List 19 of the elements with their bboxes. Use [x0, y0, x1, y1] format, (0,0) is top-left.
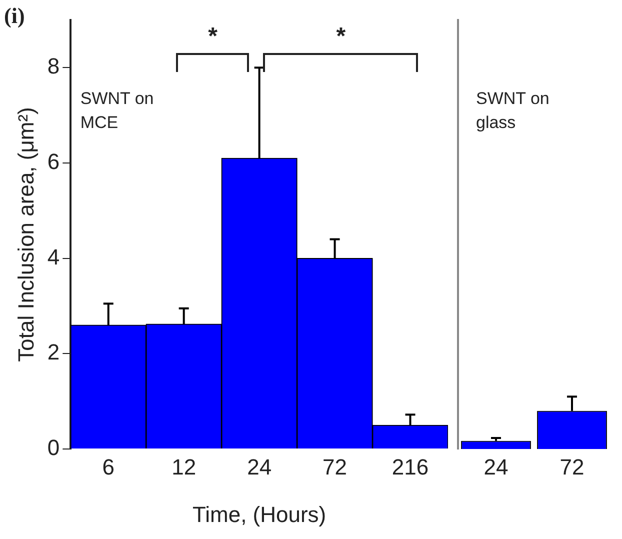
- x-tick-label: 24: [247, 454, 272, 480]
- x-axis-title: Time, (Hours): [192, 502, 326, 527]
- text: (i): [4, 3, 25, 28]
- y-tick-label: 2: [47, 340, 60, 365]
- x-tick-label: 216: [392, 454, 429, 480]
- y-tick-label: 4: [47, 244, 60, 270]
- x-tick-label: 6: [102, 454, 114, 480]
- annotation: *: [208, 23, 218, 50]
- y-tick-label: 0: [47, 435, 60, 460]
- annotation: SWNT on MCE: [80, 88, 155, 134]
- x-tick-label: 72: [322, 454, 348, 480]
- y-axis-title: Total Inclusion area, (μm²): [13, 107, 38, 362]
- annotation: SWNT on glass: [476, 88, 550, 134]
- y-tick-label: 8: [47, 54, 60, 79]
- annotation: *: [336, 23, 346, 50]
- y-tick-label: 6: [47, 149, 60, 174]
- x-tick-label: 12: [172, 454, 196, 480]
- x-tick-label: 72: [560, 454, 584, 480]
- x-tick-label: 24: [484, 454, 508, 480]
